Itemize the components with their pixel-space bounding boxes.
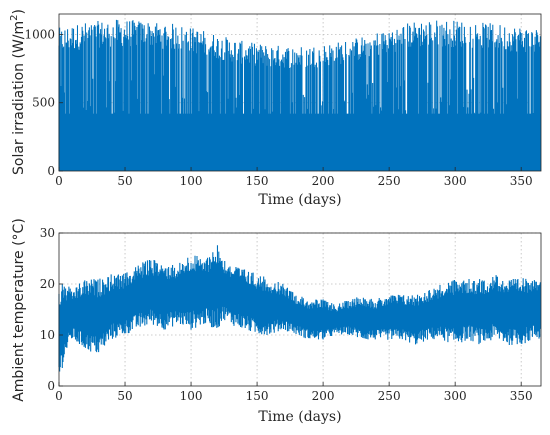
x-tick-label: 250 [378,389,401,403]
x-tick-label: 300 [444,389,467,403]
x-tick-label: 300 [444,174,467,188]
x-tick-label: 200 [312,389,335,403]
solar-x-axis-label: Time (days) [258,192,341,208]
temperature-axes-box [58,232,542,387]
y-tick-label: 0 [47,379,55,393]
ambient-temperature-series [58,245,541,372]
solar-axes-box [58,13,542,172]
y-tick-label: 1000 [24,27,55,41]
temperature-y-axis-label: Ambient temperature (°C) [11,218,27,402]
temperature-x-ticks: 0 50 100 150 200 250 300 350 [55,382,533,403]
temperature-series [58,245,541,372]
y-tick-label: 500 [32,96,55,110]
y-tick-label: 0 [47,164,55,178]
solar-y-label-tail: ) [11,9,27,14]
x-tick-label: 50 [117,174,132,188]
solar-y-ticks: 0 500 1000 [24,27,63,178]
x-tick-label: 100 [180,174,203,188]
x-tick-label: 0 [55,174,63,188]
y-tick-label: 20 [40,277,55,291]
solar-y-label-main: Solar irradiation (W/m [11,21,27,175]
y-tick-label: 10 [40,328,55,342]
solar-x-ticks: 0 50 100 150 200 250 300 350 [55,167,533,188]
x-tick-label: 350 [510,389,533,403]
x-tick-label: 150 [246,389,269,403]
solar-y-label-sup: 2 [9,14,20,20]
x-tick-label: 50 [117,389,132,403]
x-tick-label: 350 [510,174,533,188]
chart-ambient-temperature: 0 50 100 150 200 250 300 350 0 10 20 30 Time (days… [11,218,542,425]
temperature-y-ticks: 0 10 20 30 [40,226,63,393]
solar-irradiation-base-fill [59,113,541,171]
solar-series [58,19,541,171]
x-tick-label: 250 [378,174,401,188]
chart-solar-irradiation: 0 50 100 150 200 250 300 350 0 500 1000 Time (day… [9,9,542,208]
temperature-x-axis-label: Time (days) [258,409,341,425]
x-tick-label: 100 [180,389,203,403]
y-tick-label: 30 [40,226,55,240]
solar-y-axis-label: Solar irradiation (W/m2) [9,9,27,175]
x-tick-label: 200 [312,174,335,188]
x-tick-label: 0 [55,389,63,403]
x-tick-label: 150 [246,174,269,188]
